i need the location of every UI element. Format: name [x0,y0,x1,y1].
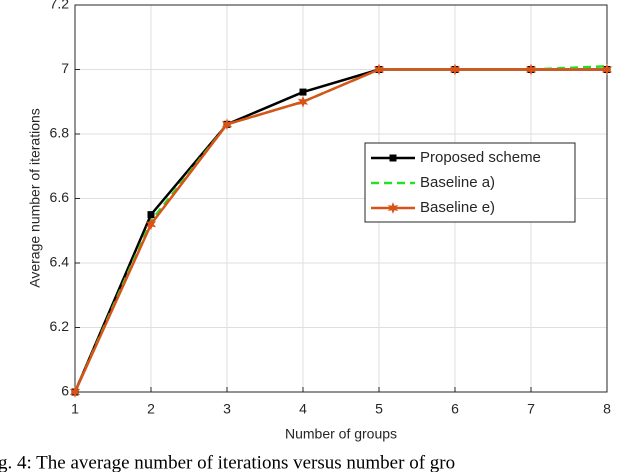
legend-label: Proposed scheme [420,149,541,166]
marker [373,63,385,76]
y-tick-label: 6.6 [50,189,70,205]
marker [601,63,613,76]
x-tick-label: 8 [603,401,611,417]
x-tick-label: 2 [147,401,155,417]
plot-frame [74,4,608,393]
marker [449,63,461,76]
x-tick-label: 5 [375,401,383,417]
x-tick-label: 6 [451,401,459,417]
caption: g. 4: The average number of iterations v… [0,452,455,472]
y-tick-label: 6.8 [50,125,70,141]
legend-marker [389,154,397,162]
legend-label: Baseline e) [420,199,495,216]
x-tick-label: 3 [223,401,231,417]
series-line [73,68,607,393]
x-axis-label: Number of groups [285,426,397,442]
marker [221,118,233,131]
marker [69,386,81,398]
marker [297,95,309,108]
x-tick-label: 7 [527,401,535,417]
y-tick-label: 6 [61,383,69,399]
y-tick-label: 7.2 [50,0,70,12]
y-tick-label: 6.2 [50,318,70,334]
marker [147,211,155,219]
y-tick-label: 6.4 [50,254,70,270]
x-tick-label: 4 [299,401,307,417]
marker [299,88,307,96]
marker [145,218,157,231]
x-tick-label: 1 [71,401,79,417]
marker [525,63,537,76]
legend-label: Baseline a) [420,174,495,191]
y-tick-label: 7 [61,60,69,76]
legend-marker [387,202,399,214]
y-axis-label: Average number of iterations [27,108,43,288]
